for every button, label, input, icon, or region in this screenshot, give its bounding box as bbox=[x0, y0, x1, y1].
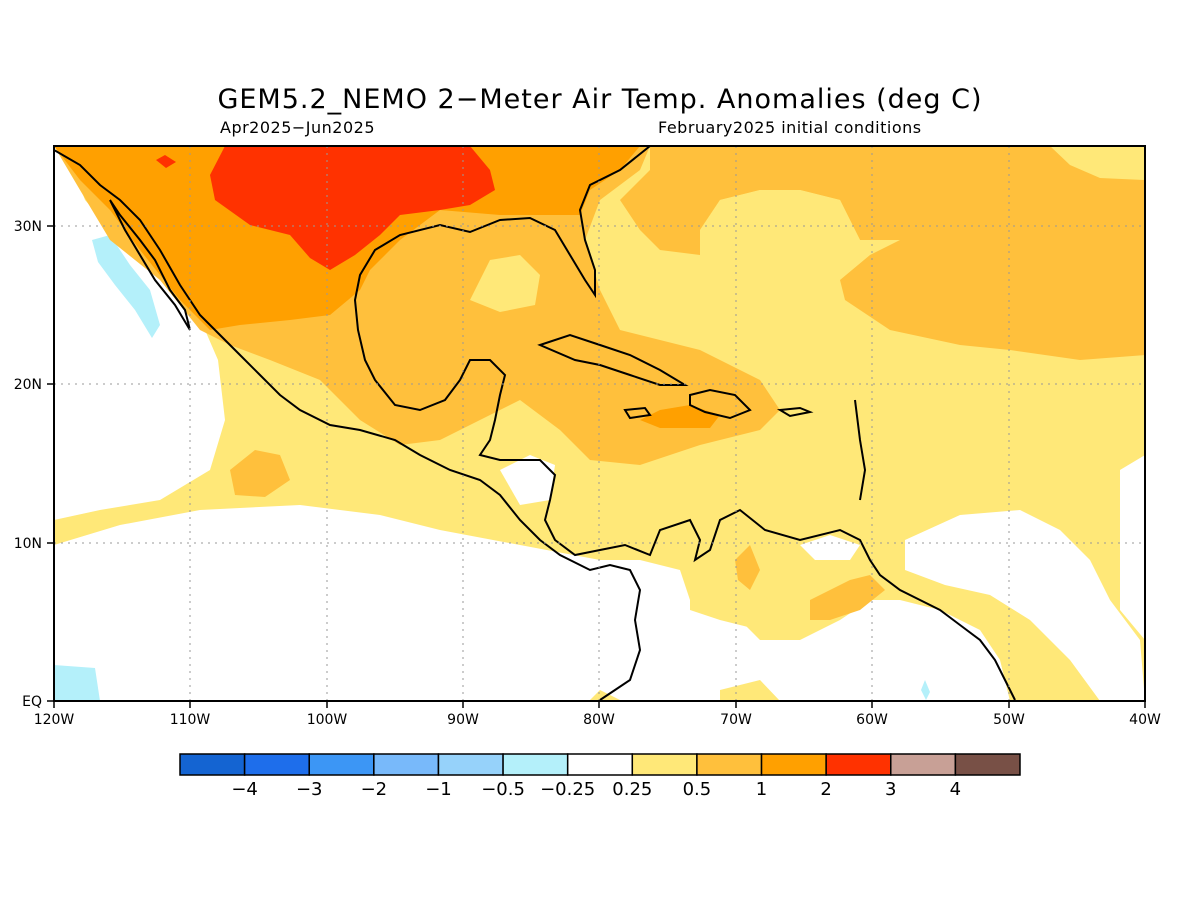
colorbar-swatch bbox=[696, 753, 763, 776]
colorbar-label: 4 bbox=[950, 779, 961, 800]
map-title: GEM5.2_NEMO 2−Meter Air Temp. Anomalies … bbox=[217, 84, 983, 115]
anomaly-region-0.25-0.5-atlantic-inset bbox=[700, 190, 860, 280]
coastline-puerto-rico bbox=[776, 406, 814, 418]
anomaly-region-near-zero-atlantic bbox=[905, 510, 1145, 701]
anomaly-region-0.25-0.5-patch-c bbox=[690, 580, 770, 630]
tick-marks bbox=[47, 225, 1146, 708]
anomaly-region-0.25-0.5-patch-b bbox=[720, 680, 780, 701]
colorbar-swatch bbox=[890, 753, 957, 776]
colorbar-swatch bbox=[502, 753, 569, 776]
anomaly-region-0.5-1-pacific bbox=[230, 450, 290, 497]
anomaly-region-2-3-patch bbox=[156, 155, 176, 168]
coastline-hispaniola bbox=[689, 388, 752, 420]
coastline-baja bbox=[109, 199, 191, 331]
colorbar-swatch bbox=[373, 753, 440, 776]
colorbar-label: −1 bbox=[425, 779, 452, 800]
y-tick-labels: EQ 10N 20N 30N bbox=[14, 219, 42, 710]
y-tick-label: 20N bbox=[14, 377, 42, 393]
colorbar-swatch bbox=[566, 753, 634, 776]
anomaly-region-near-zero-south bbox=[54, 505, 1010, 701]
x-tick-label: 90W bbox=[447, 712, 479, 728]
colorbar-label: −3 bbox=[296, 779, 323, 800]
colorbar-swatch bbox=[954, 753, 1021, 776]
coastline-jamaica bbox=[623, 406, 652, 420]
colorbar-labels: −4 −3 −2 −1 −0.5 −0.25 0.25 0.5 1 2 3 4 bbox=[231, 779, 961, 800]
anomaly-region-0.5-1-venezuela bbox=[735, 545, 760, 590]
anomaly-region-0.5-1-atlantic bbox=[620, 146, 1145, 360]
x-tick-label: 40W bbox=[1129, 712, 1161, 728]
colorbar-label: 2 bbox=[820, 779, 831, 800]
anomaly-region-0.25-0.5-gulf bbox=[470, 255, 540, 312]
colorbar-label: −0.5 bbox=[481, 779, 525, 800]
anomaly-region-0.25-0.5-northeast bbox=[1050, 146, 1145, 180]
anomaly-region-cool-guiana bbox=[921, 680, 930, 700]
y-tick-label: 10N bbox=[14, 536, 42, 552]
coastline-lesser-antilles bbox=[854, 399, 867, 501]
coastline-pacific bbox=[54, 149, 642, 701]
x-tick-label: 110W bbox=[170, 712, 211, 728]
anomaly-region-cool-southwest bbox=[54, 665, 100, 701]
colorbar-swatch bbox=[760, 753, 827, 776]
anomaly-region-0.25-0.5-patch-a bbox=[590, 690, 620, 700]
x-tick-labels: 120W 110W 100W 90W 80W 70W 60W 50W 40W bbox=[34, 712, 1161, 728]
colorbar-swatch bbox=[179, 753, 246, 776]
y-tick-label: 30N bbox=[14, 219, 42, 235]
colorbar-label: −0.25 bbox=[540, 779, 595, 800]
x-tick-label: 80W bbox=[583, 712, 615, 728]
colorbar-label: 3 bbox=[885, 779, 896, 800]
initial-conditions: February2025 initial conditions bbox=[658, 118, 922, 137]
x-tick-label: 60W bbox=[856, 712, 888, 728]
colorbar-label: −4 bbox=[231, 779, 258, 800]
anomaly-region-2-3 bbox=[210, 146, 495, 270]
colorbar-swatch bbox=[243, 753, 310, 776]
coastline-cuba bbox=[537, 333, 689, 386]
coastline-atlantic bbox=[353, 146, 1016, 701]
colorbar-label: 1 bbox=[756, 779, 767, 800]
colorbar-swatch bbox=[308, 753, 375, 776]
colorbar-swatch bbox=[825, 753, 892, 776]
colorbar bbox=[179, 753, 1021, 776]
forecast-period: Apr2025−Jun2025 bbox=[220, 118, 376, 137]
colorbar-label: 0.25 bbox=[612, 779, 652, 800]
colorbar-swatch bbox=[437, 753, 504, 776]
anomaly-region-near-zero-venezuela bbox=[800, 535, 860, 560]
anomaly-region-cool-baja bbox=[92, 235, 160, 338]
colorbar-label: 0.5 bbox=[683, 779, 712, 800]
anomaly-region-near-zero-east bbox=[1120, 455, 1145, 640]
anomaly-region-near-zero-honduras bbox=[500, 455, 555, 505]
anomaly-region-0.5-1-guyana bbox=[810, 575, 885, 620]
gridlines bbox=[54, 146, 1145, 701]
y-tick-label: EQ bbox=[22, 694, 42, 710]
x-tick-label: 50W bbox=[993, 712, 1025, 728]
colorbar-swatch bbox=[631, 753, 698, 776]
anomaly-fields bbox=[54, 146, 1145, 701]
x-tick-label: 70W bbox=[720, 712, 752, 728]
x-tick-label: 120W bbox=[34, 712, 75, 728]
coastlines bbox=[54, 146, 1016, 701]
colorbar-label: −2 bbox=[361, 779, 388, 800]
x-tick-label: 100W bbox=[307, 712, 348, 728]
